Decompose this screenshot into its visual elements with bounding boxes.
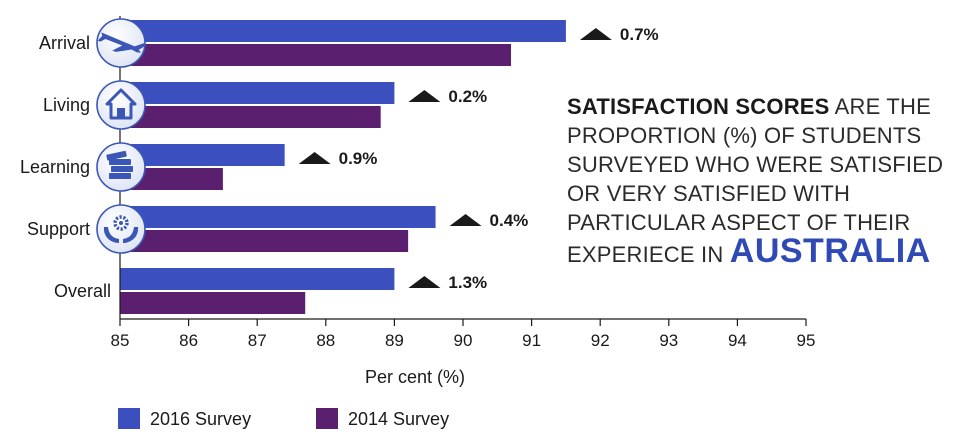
x-tick-label: 92 [591,331,610,350]
book-shape [109,159,131,165]
x-tick-label: 90 [454,331,473,350]
bar-overall-2016 [120,268,395,290]
labels-layer: Arrival 0.7% Living 0.2% Learning 0.9% Support… [20,25,659,301]
bar-learning-2016 [120,144,285,166]
category-label: Overall [54,281,111,301]
x-tick-label: 88 [316,331,335,350]
x-tick-label: 91 [522,331,541,350]
legend-label: 2014 Survey [348,409,449,429]
bar-living-2014 [120,106,381,128]
x-tick-label: 89 [385,331,404,350]
x-axis-title: Per cent (%) [365,367,465,387]
bar-support-2016 [120,206,436,228]
legend-label: 2016 Survey [150,409,251,429]
satisfaction-note: SATISFACTION SCORES ARE THE PROPORTION (… [567,92,947,269]
change-label: 0.7% [620,25,659,44]
airplane-icon [96,18,147,68]
airplane-shape [97,32,147,53]
book-shape [109,173,131,179]
increase-triangle-icon [408,90,441,102]
increase-triangle-icon [449,214,482,226]
category-label: Living [43,95,90,115]
change-label: 1.3% [448,273,487,292]
book-shape [106,150,127,161]
bar-overall-2014 [120,292,306,314]
house-door [117,108,125,118]
hands-gear-icon [96,204,146,254]
bar-learning-2014 [120,168,223,190]
right-hand-shape [123,227,139,243]
note-highlight: AUSTRALIA [729,232,931,270]
gear-hub [119,221,123,225]
x-tick-label: 94 [728,331,747,350]
category-label: Support [27,219,90,239]
legend-swatch-2016 [118,408,140,429]
left-hand-shape [103,227,119,243]
house-icon [96,80,146,130]
icons-layer [96,18,147,254]
bar-arrival-2014 [120,44,512,66]
x-tick-label: 85 [111,331,130,350]
change-label: 0.4% [490,211,529,230]
change-label: 0.9% [339,149,378,168]
books-icon [96,142,146,192]
category-label: Arrival [39,33,90,53]
note-text: ARE THE PROPORTION (%) OF STUDENTS SURVE… [567,94,944,267]
gear-shape [113,215,129,231]
increase-triangle-icon [408,276,441,288]
bar-arrival-2016 [120,20,566,42]
bar-support-2014 [120,230,409,252]
change-label: 0.2% [448,87,487,106]
category-label: Learning [20,157,90,177]
book-shape [111,166,133,172]
bar-living-2016 [120,82,395,104]
increase-triangle-icon [298,152,331,164]
increase-triangle-icon [579,28,612,40]
x-tick-label: 93 [659,331,678,350]
x-tick-label: 86 [179,331,198,350]
x-tick-label: 87 [248,331,267,350]
note-strong: SATISFACTION SCORES [567,94,830,119]
legend-swatch-2014 [316,408,338,429]
axis-layer: 85 86 87 88 89 90 91 92 93 94 95 Per cent (%) [111,16,816,387]
x-tick-label: 95 [797,331,816,350]
bars-layer [120,20,566,314]
legend: 2016 Survey 2014 Survey [118,408,449,429]
icon-circle [96,80,146,130]
